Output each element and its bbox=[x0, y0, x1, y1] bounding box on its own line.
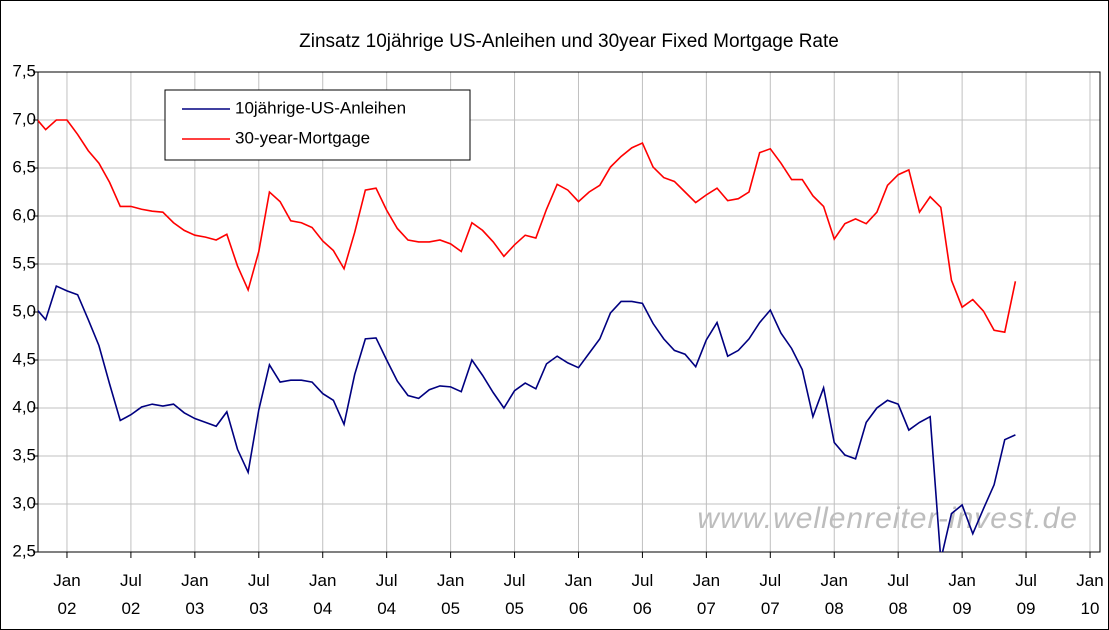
y-tick-label: 7,0 bbox=[12, 109, 36, 128]
y-tick-label: 3,5 bbox=[12, 445, 36, 464]
y-tick-label: 6,5 bbox=[12, 157, 36, 176]
series-line bbox=[38, 119, 1017, 334]
x-tick-label: Jul 06 bbox=[632, 571, 654, 618]
x-tick-label: Jul 07 bbox=[759, 571, 781, 618]
legend-label: 10jährige-US-Anleihen bbox=[235, 98, 406, 117]
y-tick-label: 3,0 bbox=[12, 493, 36, 512]
series-line bbox=[38, 284, 1016, 552]
x-tick-label: Jan 05 bbox=[437, 571, 464, 618]
y-tick-label: 4,5 bbox=[12, 349, 36, 368]
x-tick-label: Jan 04 bbox=[309, 571, 336, 618]
x-tick-label: Jul 09 bbox=[1015, 571, 1037, 618]
watermark: www.wellenreiter-invest.de bbox=[697, 502, 1078, 535]
x-tick-label: Jan 03 bbox=[181, 571, 208, 618]
y-tick-label: 2,5 bbox=[12, 541, 36, 560]
x-tick-label: Jan 02 bbox=[53, 571, 80, 618]
x-tick-label: Jul 02 bbox=[120, 571, 142, 618]
x-tick-label: Jan 09 bbox=[948, 571, 975, 618]
y-tick-label: 4,0 bbox=[12, 397, 36, 416]
x-tick-label: Jul 04 bbox=[376, 571, 398, 618]
legend-box bbox=[164, 89, 471, 161]
x-tick-label: Jul 08 bbox=[887, 571, 909, 618]
series-group bbox=[38, 119, 1017, 552]
y-tick-label: 5,5 bbox=[12, 253, 36, 272]
x-tick-label: Jan 06 bbox=[565, 571, 592, 618]
y-tick-label: 7,5 bbox=[12, 61, 36, 80]
x-tick-label: Jan 08 bbox=[821, 571, 848, 618]
y-tick-label: 6,0 bbox=[12, 205, 36, 224]
x-tick-label: Jul 05 bbox=[504, 571, 526, 618]
legend-label: 30-year-Mortgage bbox=[235, 128, 370, 147]
x-tick-label: Jul 03 bbox=[248, 571, 270, 618]
y-tick-label: 5,0 bbox=[12, 301, 36, 320]
x-tick-label: Jan 07 bbox=[693, 571, 720, 618]
chart-title: Zinsatz 10jährige US-Anleihen und 30year… bbox=[299, 31, 839, 52]
x-tick-label: Jan 10 bbox=[1076, 571, 1103, 618]
plot-border bbox=[37, 71, 1101, 553]
